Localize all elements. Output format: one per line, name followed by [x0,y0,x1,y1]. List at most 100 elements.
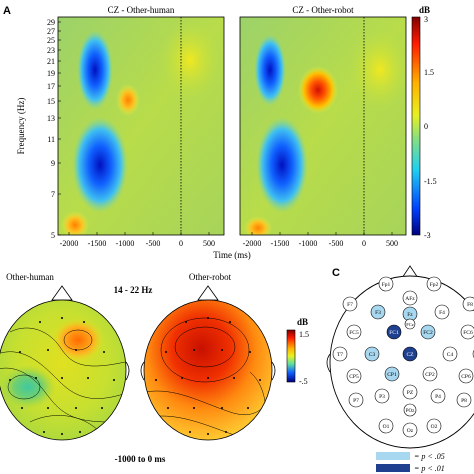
y-tick-15: 15 [47,97,61,106]
electrode-p7: P7 [348,392,364,408]
topo-window-label: -1000 to 0 ms [115,454,166,464]
svg-text:PZ: PZ [407,390,414,396]
electrode-cp6: CP6 [458,368,474,384]
svg-text:5: 5 [51,231,55,240]
topo-cbar-tick-max: 1.5 [299,330,309,339]
electrode-montage [326,265,474,449]
y-tick-11: 11 [47,135,61,144]
x-tick-0: 0 [362,232,366,248]
svg-text:Fp2: Fp2 [430,282,439,288]
electrode-cp1: CP1 [384,366,400,382]
svg-text:21: 21 [47,57,55,66]
x-tick-minus-1500: -1500 [271,232,290,248]
electrode-f4: F4 [434,304,450,320]
topo-colorbar-unit: dB [297,317,308,327]
svg-text:0: 0 [179,239,183,248]
svg-text:11: 11 [47,135,55,144]
svg-text:27: 27 [47,27,55,36]
svg-text:25: 25 [47,36,55,45]
svg-text:500: 500 [386,239,398,248]
electrode-fc6: FC6 [460,324,474,340]
electrode-o1: O1 [378,418,394,434]
right-spectrogram-title: CZ - Other-robot [292,5,354,15]
svg-text:CP5: CP5 [349,374,359,380]
electrode-p3: P3 [374,388,390,404]
svg-text:Oz: Oz [407,428,414,434]
colorbar-a [411,16,421,236]
y-tick-19: 19 [47,69,61,78]
left-x-axis-ticks: -2000 -1500 -1000 -500 0 500 [60,232,215,248]
x-tick-500: 500 [203,232,215,248]
electrode-c3: C3 [364,346,380,362]
svg-text:AFz: AFz [405,296,415,302]
electrode-fp2: Fp2 [426,276,442,292]
cbar-tick-minus-3: -3 [424,231,431,240]
electrode-t7: T7 [332,346,348,362]
left-spectrogram-map [58,17,224,235]
svg-text:CP6: CP6 [461,374,471,380]
x-tick-minus-1000: -1000 [299,232,317,248]
svg-text:C4: C4 [447,352,454,358]
svg-text:-500: -500 [329,239,344,248]
svg-text:-1500: -1500 [271,239,290,248]
svg-text:FC2: FC2 [423,330,433,336]
cbar-tick-1.5: 1.5 [424,68,434,77]
electrode-f7: F7 [342,296,358,312]
svg-text:T7: T7 [337,352,343,358]
y-axis-ticks: 29 27 25 23 21 19 17 15 13 11 9 7 5 [47,18,61,240]
topo-right-label: Other-robot [189,272,232,282]
electrode-oz: Oz [402,422,418,438]
svg-text:CP2: CP2 [425,372,435,378]
right-spectrogram-map [240,17,406,235]
svg-text:17: 17 [47,82,55,91]
electrode-fp1: Fp1 [378,276,394,292]
svg-text:23: 23 [47,46,55,55]
x-tick-minus-2000: -2000 [243,232,262,248]
panel-c: C Fp1 Fp2 F7 F3 AFz Fz F4 F8 FC5 FC1 FCz… [326,265,474,473]
x-tick-minus-2000: -2000 [60,232,78,248]
svg-text:C3: C3 [369,352,376,358]
electrode-poz: POz [403,403,417,417]
svg-text:F3: F3 [375,310,381,316]
cbar-tick-3: 3 [424,15,428,24]
svg-text:29: 29 [47,18,55,27]
panel-c-letter: C [332,267,340,279]
cbar-tick-0: 0 [424,122,428,131]
cbar-tick-minus-1.5: -1.5 [424,177,437,186]
svg-text:CZ: CZ [406,352,414,358]
svg-text:7: 7 [51,190,55,199]
electrode-p4: P4 [430,388,446,404]
svg-text:= p < .05: = p < .05 [414,452,445,461]
electrode-c4: C4 [442,346,458,362]
x-tick-minus-500: -500 [329,232,344,248]
topo-band-label: 14 - 22 Hz [114,285,153,295]
topo-map-other-robot [140,285,276,441]
electrode-cp2: CP2 [422,366,438,382]
y-tick-5: 5 [51,231,61,240]
electrode-f8: F8 [462,296,474,312]
svg-text:9: 9 [51,159,55,168]
svg-text:0: 0 [362,239,366,248]
svg-text:19: 19 [47,69,55,78]
electrode-o2: O2 [426,418,442,434]
x-tick-500: 500 [386,232,398,248]
x-axis-label: Time (ms) [213,250,250,260]
svg-text:-500: -500 [146,239,161,248]
electrode-fc2: FC2 [420,324,436,340]
svg-text:P3: P3 [379,394,385,400]
y-tick-21: 21 [47,57,61,66]
y-tick-13: 13 [47,114,61,123]
topo-colorbar [286,329,296,383]
left-spectrogram-title: CZ - Other-human [108,5,175,15]
topo-map-other-human [0,285,130,441]
electrode-cz: CZ [402,346,418,362]
topo-left-label: Other-human [6,272,54,282]
x-tick-minus-1000: -1000 [116,232,134,248]
x-tick-minus-500: -500 [146,232,161,248]
y-axis-label: Frequency (Hz) [16,98,26,155]
panel-b: Other-human Other-robot 14 - 22 Hz [0,272,309,464]
electrode-fcz: FCz [404,318,416,330]
y-tick-29: 29 [47,18,61,27]
svg-text:FC5: FC5 [349,330,359,336]
svg-text:-2000: -2000 [243,239,262,248]
